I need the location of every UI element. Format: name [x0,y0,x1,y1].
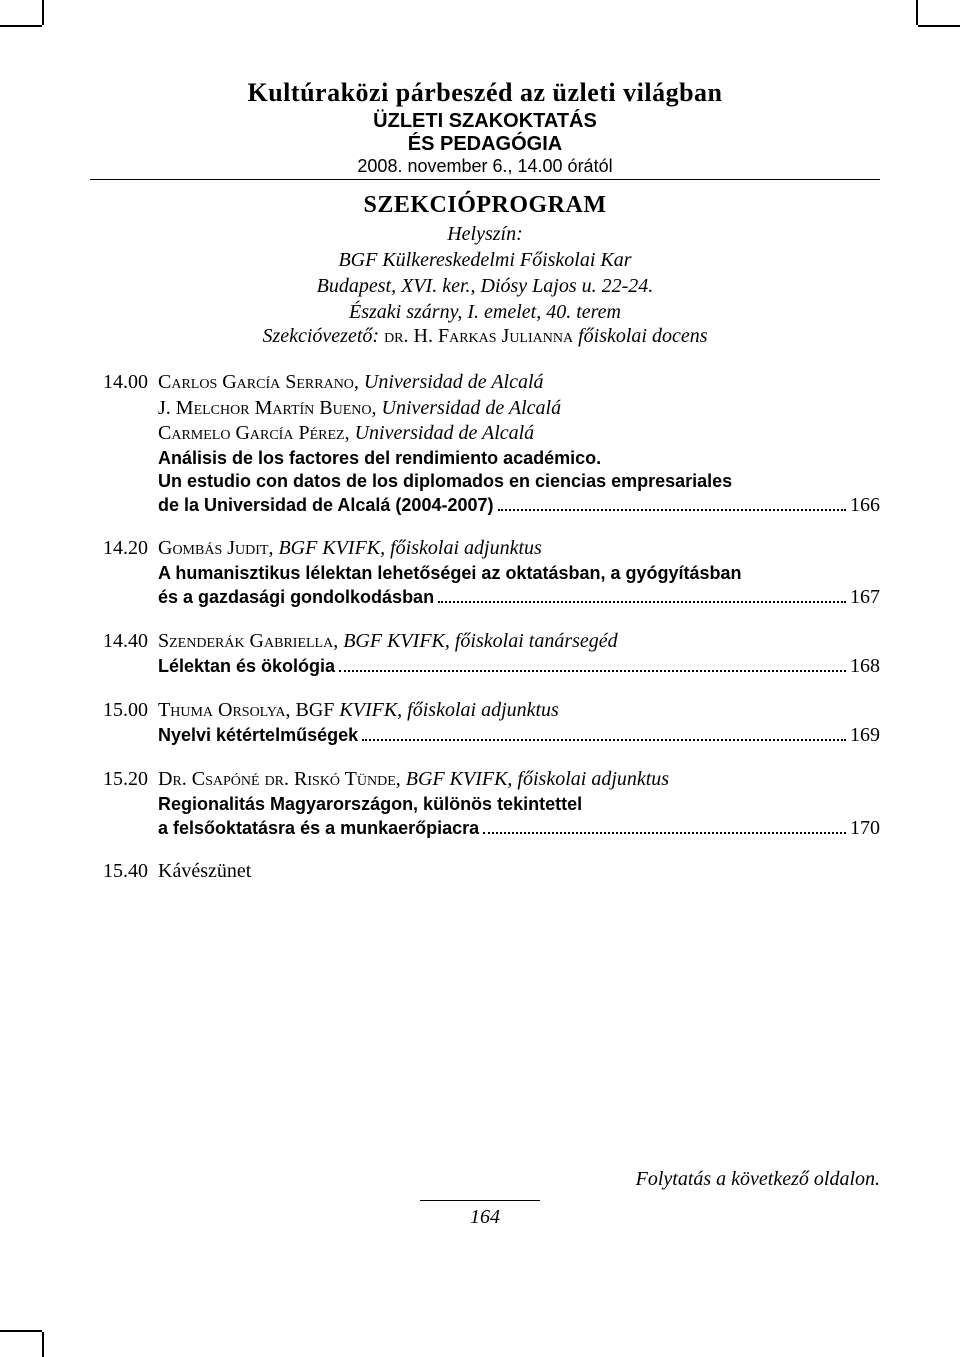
entry-title-line: Regionalitás Magyarországon, különös tek… [158,793,880,816]
author-affiliation: Universidad de Alcalá [382,397,562,419]
page-content: Kultúraközi párbeszéd az üzleti világban… [90,78,880,903]
program-entry: 15.00Thuma Orsolya, BGF KVIFK, főiskolai… [90,698,880,749]
leader-text: a felsőoktatásra és a munkaerőpiacra [158,817,479,840]
header-subtitle-2: ÉS PEDAGÓGIA [90,133,880,156]
author-name: J. Melchor Martín Bueno [158,397,372,419]
leader-page-number: 167 [850,585,880,611]
author-name: Carmelo García Pérez [158,422,345,444]
leader-dots [498,509,847,511]
entry-body: Szenderák Gabriella, BGF KVIFK, főiskola… [158,629,880,680]
author-line: Carmelo García Pérez, Universidad de Alc… [158,421,880,447]
leader-dots [362,739,846,741]
leader-page-number: 166 [850,493,880,519]
leader-dots [438,601,846,603]
chair-role: főiskolai docens [573,325,707,347]
venue-label: Helyszín: [447,223,523,245]
entry-body: Kávészünet [158,859,880,885]
crop-mark [42,0,44,25]
entry-body: Gombás Judit, BGF KVIFK, főiskolai adjun… [158,536,880,610]
author-name: Szenderák Gabriella [158,630,333,652]
entry-time: 14.40 [90,629,158,680]
leader-text: Nyelvi kétértelműségek [158,724,358,747]
leader-page-number: 170 [850,816,880,842]
header-date: 2008. november 6., 14.00 órától [357,156,612,176]
program-entry: 14.20Gombás Judit, BGF KVIFK, főiskolai … [90,536,880,610]
entry-title-line: Análisis de los factores del rendimiento… [158,447,880,470]
author-separator: , [333,630,343,652]
author-affiliation: Universidad de Alcalá [355,422,535,444]
leader-text: de la Universidad de Alcalá (2004-2007) [158,494,494,517]
author-line: J. Melchor Martín Bueno, Universidad de … [158,396,880,422]
leader-row: és a gazdasági gondolkodásban 167 [158,585,880,611]
author-affiliation: Universidad de Alcalá [364,371,544,393]
leader-dots [339,670,846,672]
crop-mark [42,1332,44,1357]
leader-page-number: 169 [850,723,880,749]
author-name: Carlos García Serrano [158,371,354,393]
author-line: Thuma Orsolya, BGF KVIFK, főiskolai adju… [158,698,880,724]
leader-dots [483,832,846,834]
footer-continuation-note: Folytatás a következő oldalon. [636,1168,880,1191]
chair-prefix: Szekcióvezető: [262,325,384,347]
entry-body: Thuma Orsolya, BGF KVIFK, főiskolai adju… [158,698,880,749]
author-separator: , [372,397,382,419]
entry-body: Dr. Csapóné dr. Riskó Tünde, BGF KVIFK, … [158,767,880,841]
author-name: Dr. Csapóné dr. Riskó Tünde [158,768,396,790]
author-line: Szenderák Gabriella, BGF KVIFK, főiskola… [158,629,880,655]
program-entry: 15.40Kávészünet [90,859,880,885]
author-name: Thuma Orsolya [158,699,286,721]
chair-line: Szekcióvezető: dr. H. Farkas Julianna fő… [90,325,880,348]
crop-mark [916,0,918,25]
entry-time: 15.40 [90,859,158,885]
author-line: Carlos García Serrano, Universidad de Al… [158,370,880,396]
program-entries: 14.00Carlos García Serrano, Universidad … [90,370,880,885]
author-affiliation: BGF KVIFK, főiskolai adjunktus [278,537,541,559]
venue-block: Helyszín: BGF Külkereskedelmi Főiskolai … [90,221,880,325]
author-separator: , [354,371,364,393]
author-separator: , [345,422,355,444]
author-separator: , [268,537,278,559]
venue-line: Északi szárny, I. emelet, 40. terem [349,301,621,323]
header-title: Kultúraközi párbeszéd az üzleti világban [90,78,880,108]
program-entry: 14.00Carlos García Serrano, Universidad … [90,370,880,518]
entry-time: 15.00 [90,698,158,749]
footer-rule [420,1200,540,1201]
program-entry: 14.40Szenderák Gabriella, BGF KVIFK, fői… [90,629,880,680]
leader-page-number: 168 [850,654,880,680]
leader-row: Nyelvi kétértelműségek 169 [158,723,880,749]
crop-mark [0,1330,42,1332]
crop-mark [918,25,960,27]
author-separator: , BGF [286,699,340,721]
author-separator: , [396,768,406,790]
entry-title-line: A humanisztikus lélektan lehetőségei az … [158,562,880,585]
leader-row: de la Universidad de Alcalá (2004-2007) 1… [158,493,880,519]
entry-body: Carlos García Serrano, Universidad de Al… [158,370,880,518]
leader-row: Lélektan és ökológia 168 [158,654,880,680]
section-title: SZEKCIÓPROGRAM [90,192,880,219]
header-subtitle-1: ÜZLETI SZAKOKTATÁS [90,110,880,133]
page-number: 164 [90,1206,880,1229]
leader-text: és a gazdasági gondolkodásban [158,586,434,609]
entry-title-line: Un estudio con datos de los diplomados e… [158,470,880,493]
entry-time: 14.00 [90,370,158,518]
venue-line: BGF Külkereskedelmi Főiskolai Kar [338,249,631,271]
entry-time: 14.20 [90,536,158,610]
author-line: Dr. Csapóné dr. Riskó Tünde, BGF KVIFK, … [158,767,880,793]
entry-time: 15.20 [90,767,158,841]
document-header: Kultúraközi párbeszéd az üzleti világban… [90,78,880,180]
leader-text: Lélektan és ökológia [158,655,335,678]
crop-mark [0,25,42,27]
chair-name: dr. H. Farkas Julianna [384,325,573,347]
author-name: Gombás Judit [158,537,268,559]
author-affiliation: BGF KVIFK, főiskolai adjunktus [406,768,669,790]
author-affiliation: BGF KVIFK, főiskolai tanársegéd [343,630,617,652]
author-line: Gombás Judit, BGF KVIFK, főiskolai adjun… [158,536,880,562]
header-rule [90,179,880,180]
program-entry: 15.20Dr. Csapóné dr. Riskó Tünde, BGF KV… [90,767,880,841]
entry-plain-text: Kávészünet [158,859,880,885]
leader-row: a felsőoktatásra és a munkaerőpiacra 170 [158,816,880,842]
venue-line: Budapest, XVI. ker., Diósy Lajos u. 22-2… [317,275,654,297]
author-affiliation: KVIFK, főiskolai adjunktus [339,699,558,721]
